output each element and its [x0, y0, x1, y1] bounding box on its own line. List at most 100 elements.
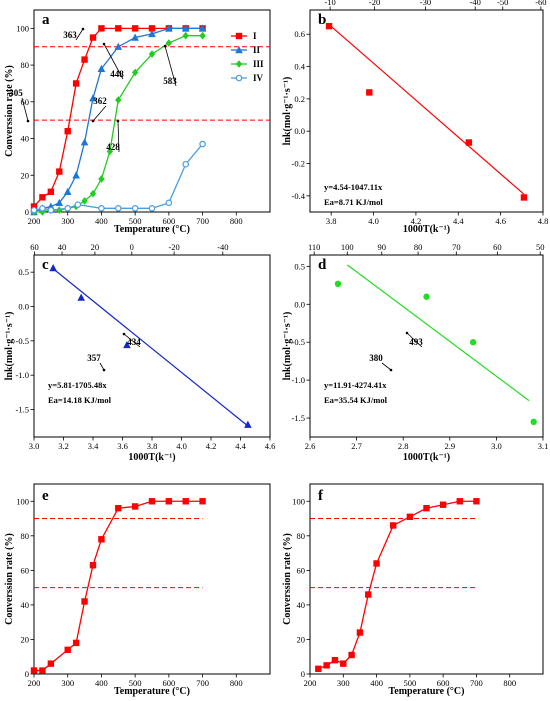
- y-tick-label: 80: [21, 531, 30, 541]
- annotation-label: 428: [106, 142, 120, 152]
- data-point: [199, 140, 206, 148]
- series-line: [318, 500, 477, 670]
- y-tick-label: -0.2: [292, 159, 305, 169]
- data-point: [89, 94, 97, 102]
- fit-line: [52, 268, 249, 427]
- data-point: [39, 194, 46, 201]
- plot-frame: [309, 254, 544, 438]
- y-axis-label: lnk(mol·g⁻¹·s⁻¹): [282, 312, 293, 381]
- fit-line: [328, 24, 525, 195]
- top-tick-label: 40: [58, 242, 67, 252]
- annotation-arrow-head: [26, 119, 30, 123]
- annotation-label: 363: [63, 30, 77, 40]
- data-point: [182, 160, 190, 168]
- data-point: [123, 340, 131, 349]
- x-tick-label: 800: [230, 216, 243, 226]
- x-tick-label: 400: [95, 678, 108, 688]
- data-point: [356, 629, 364, 636]
- top-tick-label: 90: [378, 242, 387, 252]
- y-tick-label: 60: [21, 97, 30, 107]
- data-point: [365, 591, 372, 598]
- data-point: [199, 498, 206, 505]
- y-tick-label: 40: [21, 600, 30, 610]
- data-point: [165, 24, 173, 32]
- legend-marker: [235, 32, 243, 40]
- annotation-label: 380: [369, 353, 383, 363]
- panel-label: e: [42, 488, 49, 504]
- activation-energy: Ea=8.71 KJ/mol: [324, 197, 383, 207]
- data-point: [348, 651, 355, 659]
- annotation-arrow-head: [122, 332, 126, 336]
- x-tick-label: 4.0: [368, 216, 379, 226]
- data-point: [340, 660, 347, 667]
- annotation-arrow-head: [405, 331, 409, 335]
- x-tick-label: 4.2: [411, 216, 422, 226]
- data-point: [49, 264, 57, 272]
- y-tick-label: 0.4: [294, 62, 305, 72]
- data-point: [72, 80, 80, 87]
- x-tick-label: 800: [230, 678, 243, 688]
- plot-frame: [33, 483, 271, 675]
- x-axis-label: 1000T(k⁻¹): [403, 224, 450, 235]
- x-axis-label: Temperature (°C): [389, 686, 465, 697]
- x-tick-label: 700: [196, 678, 209, 688]
- data-point: [423, 293, 430, 300]
- series-line: [34, 500, 203, 672]
- data-point: [39, 667, 46, 674]
- top-tick-label: -10: [324, 0, 335, 7]
- x-tick-label: 2.8: [398, 441, 409, 451]
- y-tick-label: -0.5: [16, 336, 29, 346]
- data-point: [98, 25, 105, 32]
- data-point: [98, 205, 105, 212]
- x-tick-label: 300: [61, 216, 74, 226]
- legend-marker: [235, 46, 243, 54]
- data-point: [30, 667, 38, 674]
- data-point: [47, 660, 55, 667]
- annotation-arrow-head: [81, 27, 85, 31]
- annotation-arrow: [21, 97, 29, 122]
- annotation-label: 357: [87, 353, 101, 363]
- x-tick-label: 3.8: [147, 441, 158, 451]
- data-point: [390, 522, 397, 529]
- y-tick-label: 0.0: [294, 126, 305, 136]
- annotation-arrow-head: [102, 42, 106, 46]
- data-point: [115, 25, 122, 32]
- data-point: [114, 205, 122, 212]
- x-tick-label: 4.4: [235, 441, 246, 451]
- data-point: [148, 50, 156, 58]
- data-point: [89, 189, 97, 198]
- legend-marker: [235, 74, 243, 82]
- fit-equation: y=5.81-1705.48x: [48, 380, 107, 390]
- x-tick-label: 3.2: [58, 441, 69, 451]
- data-point: [81, 598, 88, 605]
- top-tick-label: -20: [168, 242, 179, 252]
- x-axis-label: 1000T(k⁻¹): [403, 452, 450, 463]
- data-point: [72, 639, 80, 647]
- data-point: [148, 205, 156, 212]
- x-tick-label: 200: [28, 216, 41, 226]
- annotation-arrow: [381, 362, 392, 371]
- annotation-arrow: [103, 43, 124, 80]
- annotation-label: 583: [163, 76, 177, 86]
- x-tick-label: 2.7: [351, 441, 362, 451]
- data-point: [56, 168, 63, 175]
- top-tick-label: 80: [414, 242, 423, 252]
- annotation-label: 448: [110, 69, 124, 79]
- annotation-arrow-head: [91, 119, 95, 123]
- x-tick-label: 3.0: [491, 441, 502, 451]
- x-tick-label: 3.1: [538, 441, 549, 451]
- legend-label: IV: [253, 73, 264, 83]
- data-point: [39, 205, 46, 212]
- y-tick-label: -0.5: [292, 337, 305, 347]
- panel-label: c: [42, 257, 49, 273]
- data-point: [89, 561, 97, 569]
- x-tick-label: 500: [403, 678, 416, 688]
- annotation-label: 305: [9, 88, 23, 98]
- annotation-arrow: [164, 45, 177, 87]
- data-point: [148, 498, 156, 505]
- x-tick-label: 700: [470, 678, 483, 688]
- data-point: [56, 206, 63, 214]
